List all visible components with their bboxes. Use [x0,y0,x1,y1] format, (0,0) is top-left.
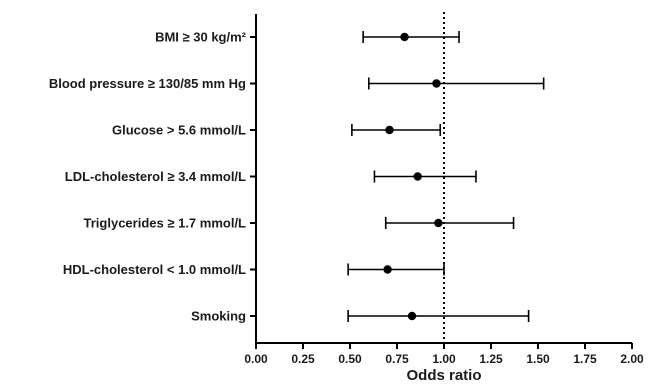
category-label-2: Glucose > 5.6 mmol/L [112,123,246,138]
category-label-4: Triglycerides ≥ 1.7 mmol/L [84,216,247,231]
category-label-3: LDL-cholesterol ≥ 3.4 mmol/L [65,169,246,184]
x-axis-title: Odds ratio [406,367,481,384]
x-tick-label-8: 2.00 [620,352,644,366]
x-tick-label-4: 1.00 [432,352,456,366]
plot-area: 0.00 0.25 0.50 0.75 1.00 1.25 1.50 1.75 2.00 BMI … [49,12,644,366]
point-estimate-0 [400,32,409,42]
point-estimate-3 [413,172,422,181]
point-estimate-6 [407,311,417,321]
x-tick-label-1: 0.25 [291,352,315,366]
x-tick-label-6: 1.50 [526,352,550,366]
category-label-0: BMI ≥ 30 kg/m² [155,30,247,45]
point-estimate-2 [385,125,394,135]
point-estimate-4 [434,218,443,228]
x-tick-label-2: 0.50 [338,352,362,366]
x-tick-label-0: 0.00 [244,352,268,366]
point-estimate-5 [383,265,392,274]
category-label-1: Blood pressure ≥ 130/85 mm Hg [49,76,246,91]
point-estimate-1 [432,79,441,88]
category-label-5: HDL-cholesterol < 1.0 mmol/L [63,262,246,277]
x-tick-label-5: 1.25 [479,352,503,366]
x-tick-label-7: 1.75 [573,352,597,366]
category-label-6: Smoking [191,309,246,324]
x-tick-label-3: 0.75 [385,352,409,366]
